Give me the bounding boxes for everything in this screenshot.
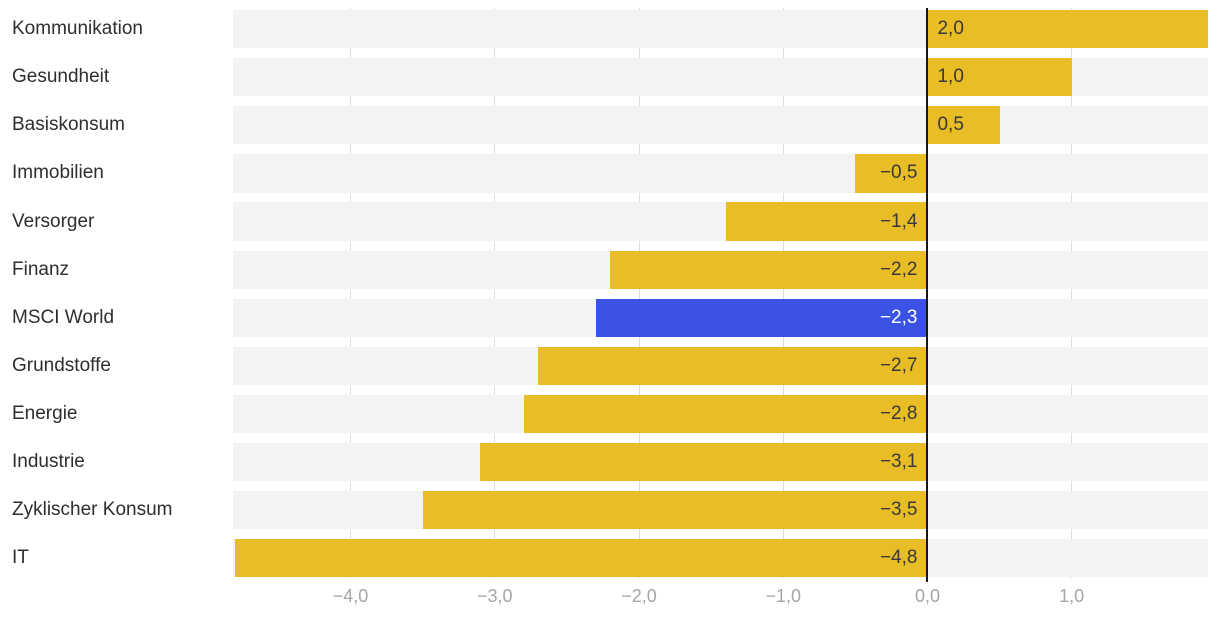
value-label: −0,5: [879, 162, 918, 184]
x-tick-label: −2,0: [621, 586, 657, 606]
category-label: Gesundheit: [12, 66, 110, 88]
value-label: 2,0: [937, 18, 964, 40]
bar-basiskonsum: [927, 106, 1000, 145]
category-label: Industrie: [12, 451, 85, 473]
value-label: −2,7: [879, 354, 918, 376]
bar-energie: [523, 394, 928, 434]
bar-versorger: [725, 202, 928, 241]
category-label: Zyklischer Konsum: [12, 499, 173, 521]
x-tick-label: −1,0: [765, 586, 801, 606]
bar-industrie: [480, 442, 928, 482]
bar-finanz: [610, 250, 928, 289]
category-label: Grundstoffe: [12, 354, 111, 376]
value-label: −1,4: [879, 210, 918, 232]
x-tick-label: −4,0: [332, 586, 369, 606]
bar-track: [233, 202, 1208, 241]
bar-grundstoffe: [538, 346, 928, 385]
category-label: Energie: [12, 402, 78, 424]
category-label: Basiskonsum: [12, 114, 125, 136]
category-label: IT: [12, 547, 29, 569]
category-label: Kommunikation: [12, 18, 143, 40]
vertical-gridline: [782, 8, 784, 578]
bar-track: [233, 154, 1208, 193]
value-label: 1,0: [937, 66, 964, 88]
value-label: −3,1: [879, 451, 918, 473]
category-label: Versorger: [12, 210, 95, 232]
value-label: 0,5: [937, 114, 964, 136]
x-tick-label: 1,0: [1059, 586, 1085, 606]
bar-immobilien: [855, 154, 928, 193]
category-label: Immobilien: [12, 162, 104, 184]
value-label: −4,8: [879, 547, 918, 569]
value-label: −3,5: [879, 499, 918, 521]
vertical-gridline: [1071, 8, 1073, 578]
value-label: −2,3: [879, 306, 918, 328]
bar-it: [235, 539, 928, 578]
bar-highlight-msci-world: [595, 298, 928, 337]
x-tick-label: −3,0: [476, 586, 513, 606]
bar-gesundheit: [927, 58, 1072, 97]
bar-zyklischer-konsum: [422, 491, 928, 530]
value-label: −2,8: [879, 402, 918, 424]
vertical-gridline: [350, 8, 352, 578]
bar-kommunikation: [927, 10, 1208, 49]
category-label: Finanz: [12, 258, 70, 280]
value-label: −2,2: [879, 258, 918, 280]
zero-axis-line: [926, 8, 929, 582]
x-tick-label: 0,0: [914, 586, 940, 606]
bar-track: [233, 106, 1208, 145]
category-label: MSCI World: [12, 306, 115, 328]
vertical-gridline: [494, 8, 496, 578]
vertical-gridline: [638, 8, 640, 578]
